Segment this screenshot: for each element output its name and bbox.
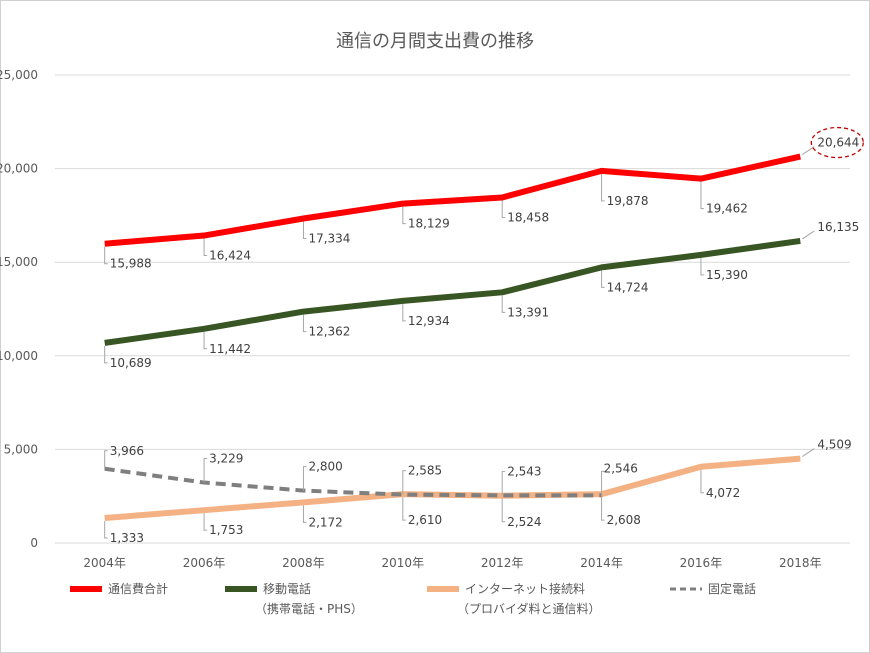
highlight-ellipse	[810, 126, 864, 159]
legend-label: インターネット接続料	[465, 581, 585, 596]
data-label: 16,135	[817, 220, 859, 234]
data-label: 17,334	[308, 232, 350, 246]
x-tick-label: 2018年	[779, 556, 822, 570]
y-tick-label: 0	[30, 536, 38, 550]
data-label: 19,878	[607, 194, 649, 208]
series-line-3	[104, 466, 602, 498]
series-line-1	[104, 237, 801, 346]
x-tick-label: 2014年	[580, 556, 623, 570]
data-label: 16,424	[209, 249, 251, 263]
data-label: 10,689	[110, 356, 152, 370]
leader-line	[302, 466, 307, 491]
leader-line	[203, 238, 208, 257]
leader-line	[203, 458, 208, 483]
data-label: 12,362	[308, 325, 350, 339]
legend-label: 固定電話	[708, 581, 756, 596]
data-label: 20,644	[817, 136, 859, 150]
data-label: 18,129	[408, 217, 450, 231]
x-tick-label: 2016年	[680, 556, 723, 570]
leader-line	[402, 497, 406, 521]
data-label: 2,172	[308, 515, 342, 529]
leader-line	[203, 331, 208, 350]
data-label: 2,524	[507, 515, 541, 529]
leader-line	[402, 303, 406, 322]
leader-line	[700, 257, 704, 276]
leader-line	[802, 230, 815, 240]
data-label: 2,543	[507, 464, 541, 478]
series-line-0	[104, 153, 801, 247]
x-tick-label: 2012年	[481, 556, 524, 570]
leader-line	[302, 505, 307, 523]
legend-item-1: 移動電話 （携帯電話・PHS）	[225, 581, 363, 616]
legend-label: 移動電話	[263, 581, 311, 596]
leader-line	[501, 498, 506, 523]
leader-line	[802, 448, 815, 458]
data-label: 3,229	[209, 452, 243, 466]
legend-label: 通信費合計	[108, 581, 168, 596]
data-label: 2,546	[604, 461, 638, 475]
data-label: 12,934	[408, 314, 450, 328]
leader-line	[700, 181, 704, 210]
data-label: 15,390	[706, 268, 748, 282]
data-label: 2,800	[308, 460, 342, 474]
series-line-2	[104, 455, 801, 522]
x-tick-label: 2008年	[282, 556, 325, 570]
leader-line	[402, 470, 406, 495]
y-tick-label: 10,000	[0, 349, 38, 363]
y-tick-label: 25,000	[0, 68, 38, 82]
data-label: 11,442	[209, 342, 251, 356]
legend-item-0: 通信費合計	[70, 581, 168, 596]
legend-item-3: 固定電話	[670, 581, 756, 596]
data-label: 2,608	[607, 513, 641, 527]
data-label: 19,462	[706, 202, 748, 216]
y-tick-label: 15,000	[0, 255, 38, 269]
leader-line	[402, 206, 406, 225]
leader-line	[601, 497, 605, 521]
data-label: 1,333	[110, 531, 144, 545]
data-label: 2,585	[408, 464, 442, 478]
data-label: 4,072	[706, 486, 740, 500]
legend-item-2: インターネット接続料 （プロバイダ料と通信料）	[427, 581, 601, 616]
leader-line	[203, 513, 208, 531]
leader-line	[302, 314, 307, 333]
leader-line	[104, 246, 108, 265]
data-label: 3,966	[110, 444, 144, 458]
data-label: 18,458	[507, 210, 549, 224]
data-label: 2,610	[408, 513, 442, 527]
leader-line	[104, 521, 108, 539]
data-label: 13,391	[507, 305, 549, 319]
data-label: 14,724	[607, 280, 649, 294]
y-tick-label: 20,000	[0, 162, 38, 176]
legend-sublabel: （携帯電話・PHS）	[255, 601, 363, 616]
leader-line	[302, 221, 307, 240]
x-tick-label: 2004年	[83, 556, 126, 570]
legend-sublabel: （プロバイダ料と通信料）	[457, 601, 601, 616]
leader-line	[104, 450, 108, 469]
leader-line	[501, 470, 506, 496]
x-tick-label: 2006年	[183, 556, 226, 570]
leader-line	[501, 200, 506, 218]
data-label: 15,988	[110, 257, 152, 271]
leader-line	[601, 173, 605, 202]
y-tick-label: 5,000	[4, 442, 38, 456]
leader-line	[700, 469, 704, 494]
x-tick-label: 2010年	[382, 556, 425, 570]
leader-line	[501, 295, 506, 313]
chart-title: 通信の月間支出費の推移	[336, 31, 534, 52]
leader-line	[104, 345, 108, 364]
data-label: 1,753	[209, 523, 243, 537]
data-label: 4,509	[817, 438, 851, 452]
leader-line	[601, 270, 605, 288]
leader-line	[601, 470, 605, 496]
